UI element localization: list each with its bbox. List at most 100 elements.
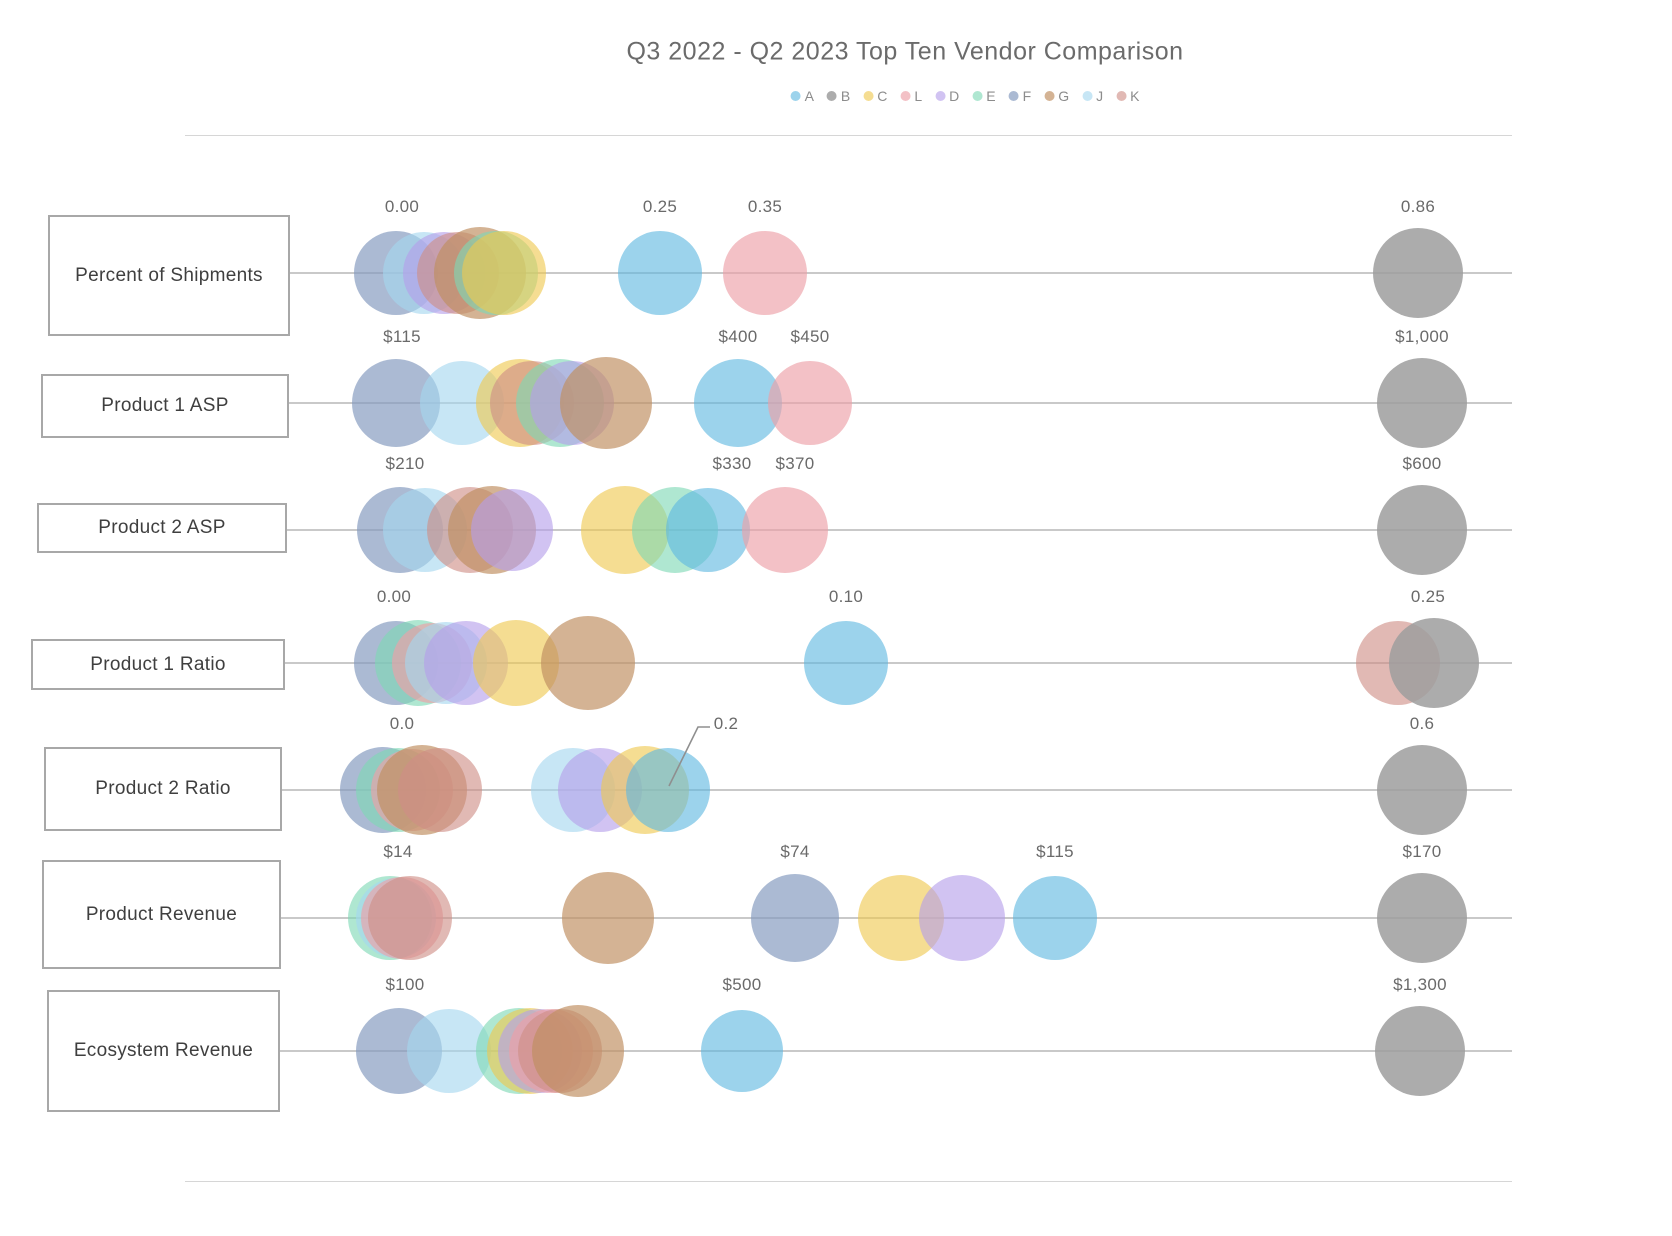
legend-item-B[interactable]: B [826,88,851,104]
value-label: 0.35 [747,197,783,216]
row-label-box: Product 1 Ratio [31,639,285,690]
legend-swatch-icon [790,91,801,101]
row-label-box: Percent of Shipments [48,215,290,336]
legend-item-F[interactable]: F [1008,88,1032,104]
value-label: 0.86 [1400,197,1436,216]
value-label: $400 [718,327,758,346]
bubble-L[interactable] [768,361,852,445]
legend-label: A [804,88,814,104]
legend-label: B [840,88,851,104]
bubble-G[interactable] [560,357,652,449]
row-label-box: Product 2 Ratio [44,747,282,831]
row-label: Product 2 Ratio [95,778,231,799]
legend-item-A[interactable]: A [790,88,814,104]
bubble-C[interactable] [462,231,546,315]
value-label: 0.2 [713,714,739,733]
legend-swatch-icon [826,91,837,101]
legend-item-G[interactable]: G [1044,88,1069,104]
bubble-D[interactable] [471,489,553,571]
axis-line [290,272,1512,274]
axis-line [285,662,1512,664]
bubble-B[interactable] [1373,228,1463,318]
legend-swatch-icon [1116,91,1127,101]
bubble-F[interactable] [751,874,839,962]
value-label: $115 [383,327,421,346]
value-label: $100 [385,975,425,994]
bubble-B[interactable] [1377,873,1467,963]
bubble-B[interactable] [1389,618,1479,708]
bubble-A[interactable] [626,748,710,832]
row-label: Product Revenue [85,903,238,925]
bubble-A[interactable] [1013,876,1097,960]
axis-line [282,789,1512,791]
bubble-A[interactable] [701,1010,783,1092]
legend-swatch-icon [1008,91,1019,101]
value-label: 0.0 [389,714,415,733]
legend-item-E[interactable]: E [972,88,996,104]
value-label: $600 [1402,454,1442,473]
bubble-K[interactable] [368,876,452,960]
bubble-L[interactable] [742,487,828,573]
value-label: 0.00 [384,197,420,216]
bubble-L[interactable] [723,231,807,315]
legend-label: C [877,88,888,104]
axis-line [287,529,1512,531]
value-label: $210 [385,454,425,473]
value-label: 0.25 [1410,587,1446,606]
bubble-B[interactable] [1377,485,1467,575]
value-label: 0.10 [828,587,864,606]
legend-swatch-icon [935,91,946,101]
bubble-K[interactable] [398,748,482,832]
bubble-B[interactable] [1377,745,1467,835]
bubble-A[interactable] [666,488,750,572]
bottom-divider [185,1181,1512,1182]
legend-label: E [986,88,996,104]
legend-item-K[interactable]: K [1116,88,1139,104]
bubble-G[interactable] [532,1005,624,1097]
value-label: $1,300 [1393,975,1447,994]
value-label: $500 [722,975,762,994]
bubble-A[interactable] [694,359,782,447]
value-label: 0.25 [642,197,678,216]
bubble-A[interactable] [804,621,888,705]
value-label: $14 [383,842,413,861]
legend-item-D[interactable]: D [935,88,959,104]
row-label: Percent of Shipments [75,264,263,286]
legend-label: G [1058,88,1070,104]
legend-item-J[interactable]: J [1082,88,1103,104]
value-label: $450 [790,327,830,346]
legend-label: J [1096,88,1104,104]
legend-swatch-icon [1044,91,1055,101]
chart-title: Q3 2022 - Q2 2023 Top Ten Vendor Compari… [626,37,1184,66]
row-label-box: Ecosystem Revenue [47,990,280,1112]
row-label: Ecosystem Revenue [73,1040,254,1061]
value-label: $1,000 [1395,327,1449,346]
legend-swatch-icon [1082,91,1093,101]
row-label: Product 1 ASP [101,395,229,416]
row-label-box: Product 2 ASP [37,503,287,553]
value-label: $74 [780,842,810,861]
bubble-G[interactable] [541,616,635,710]
legend-swatch-icon [972,91,983,101]
top-divider [185,135,1512,136]
value-label: $370 [775,454,815,473]
bubble-A[interactable] [618,231,702,315]
legend-label: D [949,88,960,104]
value-label: $170 [1402,842,1442,861]
bubble-B[interactable] [1377,358,1467,448]
legend-swatch-icon [900,91,911,101]
legend-label: F [1022,88,1032,104]
legend-label: K [1130,88,1140,104]
bubble-B[interactable] [1375,1006,1465,1096]
row-label: Product 1 Ratio [90,653,226,675]
legend-label: L [914,88,923,104]
value-label: $115 [1036,842,1074,861]
value-label: 0.6 [1409,714,1435,733]
row-label-box: Product Revenue [42,860,281,969]
legend-item-C[interactable]: C [863,88,887,104]
legend-item-L[interactable]: L [900,88,922,104]
bubble-G[interactable] [562,872,654,964]
bubble-D[interactable] [919,875,1005,961]
